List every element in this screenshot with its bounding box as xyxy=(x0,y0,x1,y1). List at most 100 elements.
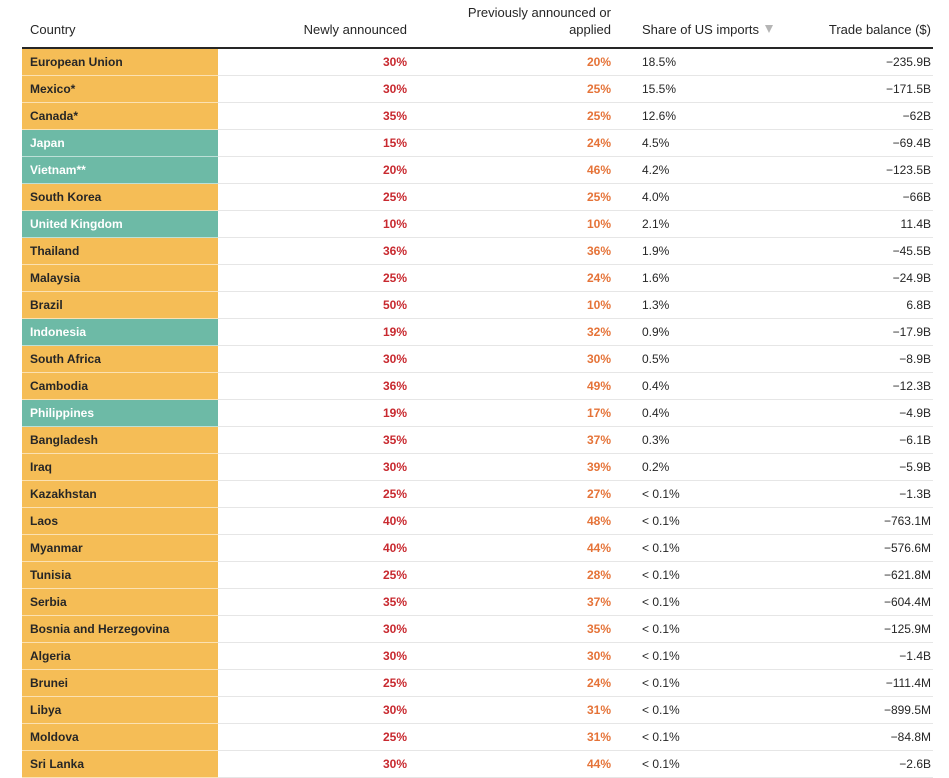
table-row: Iraq 30% 39% 0.2% −5.9B xyxy=(22,454,933,481)
cell-previously-announced: 37% xyxy=(586,433,611,447)
cell-previously-announced: 20% xyxy=(586,55,611,69)
cell-newly-announced: 15% xyxy=(382,136,407,150)
cell-country: Serbia xyxy=(22,589,218,616)
cell-country: Brunei xyxy=(22,670,218,697)
column-header-country[interactable]: Country xyxy=(30,22,76,37)
cell-newly-announced: 25% xyxy=(382,190,407,204)
cell-previously-announced: 25% xyxy=(586,82,611,96)
column-header-share-of-us-imports[interactable]: Share of US imports xyxy=(642,21,774,38)
cell-previously-announced: 49% xyxy=(586,379,611,393)
column-header-previously-announced[interactable]: Previously announced or applied xyxy=(441,4,611,38)
table-row: Algeria 30% 30% < 0.1% −1.4B xyxy=(22,643,933,670)
cell-country: Japan xyxy=(22,130,218,157)
cell-share-of-us-imports: 2.1% xyxy=(642,217,670,231)
cell-country: Iraq xyxy=(22,454,218,481)
cell-country: Kazakhstan xyxy=(22,481,218,508)
cell-previously-announced: 35% xyxy=(586,622,611,636)
cell-newly-announced: 40% xyxy=(382,514,407,528)
cell-share-of-us-imports: < 0.1% xyxy=(642,595,680,609)
cell-trade-balance: −66B xyxy=(902,190,931,204)
cell-newly-announced: 30% xyxy=(382,703,407,717)
cell-trade-balance: −4.9B xyxy=(899,406,931,420)
table-row: South Africa 30% 30% 0.5% −8.9B xyxy=(22,346,933,373)
cell-previously-announced: 32% xyxy=(586,325,611,339)
cell-share-of-us-imports: 18.5% xyxy=(642,55,677,69)
cell-newly-announced: 25% xyxy=(382,271,407,285)
table-row: Kazakhstan 25% 27% < 0.1% −1.3B xyxy=(22,481,933,508)
cell-share-of-us-imports: 4.0% xyxy=(642,190,670,204)
cell-newly-announced: 35% xyxy=(382,109,407,123)
cell-share-of-us-imports: 4.2% xyxy=(642,163,670,177)
cell-previously-announced: 24% xyxy=(586,136,611,150)
cell-share-of-us-imports: 1.6% xyxy=(642,271,670,285)
cell-newly-announced: 19% xyxy=(382,406,407,420)
cell-share-of-us-imports: < 0.1% xyxy=(642,568,680,582)
table-row: Brazil 50% 10% 1.3% 6.8B xyxy=(22,292,933,319)
cell-share-of-us-imports: 12.6% xyxy=(642,109,677,123)
cell-previously-announced: 46% xyxy=(586,163,611,177)
cell-previously-announced: 44% xyxy=(586,541,611,555)
table-row: Indonesia 19% 32% 0.9% −17.9B xyxy=(22,319,933,346)
cell-trade-balance: −123.5B xyxy=(885,163,931,177)
cell-trade-balance: −604.4M xyxy=(883,595,931,609)
cell-trade-balance: −125.9M xyxy=(883,622,931,636)
sort-desc-icon xyxy=(765,25,774,33)
cell-trade-balance: −111.4M xyxy=(885,676,931,690)
cell-share-of-us-imports: 0.3% xyxy=(642,433,670,447)
table-row: Cambodia 36% 49% 0.4% −12.3B xyxy=(22,373,933,400)
cell-newly-announced: 30% xyxy=(382,82,407,96)
cell-newly-announced: 20% xyxy=(382,163,407,177)
cell-country: Myanmar xyxy=(22,535,218,562)
table-body: European Union 30% 20% 18.5% −235.9B Mexico* 3… xyxy=(22,49,933,778)
table-row: United Kingdom 10% 10% 2.1% 11.4B xyxy=(22,211,933,238)
column-header-share-label: Share of US imports xyxy=(642,22,760,37)
cell-country: United Kingdom xyxy=(22,211,218,238)
cell-newly-announced: 40% xyxy=(382,541,407,555)
cell-newly-announced: 30% xyxy=(382,757,407,771)
cell-trade-balance: −6.1B xyxy=(899,433,931,447)
cell-country: South Korea xyxy=(22,184,218,211)
cell-newly-announced: 30% xyxy=(382,649,407,663)
cell-trade-balance: −62B xyxy=(902,109,931,123)
cell-trade-balance: −8.9B xyxy=(899,352,931,366)
cell-newly-announced: 36% xyxy=(382,244,407,258)
cell-country: Vietnam** xyxy=(22,157,218,184)
cell-country: Moldova xyxy=(22,724,218,751)
cell-country: Algeria xyxy=(22,643,218,670)
table-row: Moldova 25% 31% < 0.1% −84.8M xyxy=(22,724,933,751)
table-row: Mexico* 30% 25% 15.5% −171.5B xyxy=(22,76,933,103)
table-row: Bosnia and Herzegovina 30% 35% < 0.1% −125.9… xyxy=(22,616,933,643)
table-row: Canada* 35% 25% 12.6% −62B xyxy=(22,103,933,130)
cell-previously-announced: 37% xyxy=(586,595,611,609)
cell-newly-announced: 19% xyxy=(382,325,407,339)
cell-share-of-us-imports: 15.5% xyxy=(642,82,677,96)
cell-newly-announced: 25% xyxy=(382,730,407,744)
cell-previously-announced: 25% xyxy=(586,109,611,123)
cell-share-of-us-imports: < 0.1% xyxy=(642,757,680,771)
cell-newly-announced: 25% xyxy=(382,568,407,582)
tariff-table: Country Newly announced Previously annou… xyxy=(22,0,933,778)
cell-share-of-us-imports: 0.4% xyxy=(642,379,670,393)
cell-trade-balance: −2.6B xyxy=(899,757,931,771)
cell-previously-announced: 10% xyxy=(586,298,611,312)
cell-share-of-us-imports: 1.3% xyxy=(642,298,670,312)
cell-trade-balance: −576.6M xyxy=(883,541,931,555)
cell-share-of-us-imports: 0.2% xyxy=(642,460,670,474)
cell-trade-balance: −763.1M xyxy=(883,514,931,528)
table-row: Malaysia 25% 24% 1.6% −24.9B xyxy=(22,265,933,292)
cell-share-of-us-imports: < 0.1% xyxy=(642,676,680,690)
column-header-newly-announced[interactable]: Newly announced xyxy=(304,21,407,38)
cell-country: Indonesia xyxy=(22,319,218,346)
cell-country: Bangladesh xyxy=(22,427,218,454)
cell-trade-balance: −621.8M xyxy=(883,568,931,582)
cell-share-of-us-imports: 1.9% xyxy=(642,244,670,258)
cell-share-of-us-imports: < 0.1% xyxy=(642,487,680,501)
cell-newly-announced: 35% xyxy=(382,433,407,447)
table-row: Vietnam** 20% 46% 4.2% −123.5B xyxy=(22,157,933,184)
cell-previously-announced: 48% xyxy=(586,514,611,528)
cell-country: European Union xyxy=(22,49,218,76)
cell-share-of-us-imports: < 0.1% xyxy=(642,541,680,555)
cell-newly-announced: 36% xyxy=(382,379,407,393)
cell-trade-balance: −12.3B xyxy=(892,379,931,393)
column-header-trade-balance[interactable]: Trade balance ($) xyxy=(829,21,931,38)
